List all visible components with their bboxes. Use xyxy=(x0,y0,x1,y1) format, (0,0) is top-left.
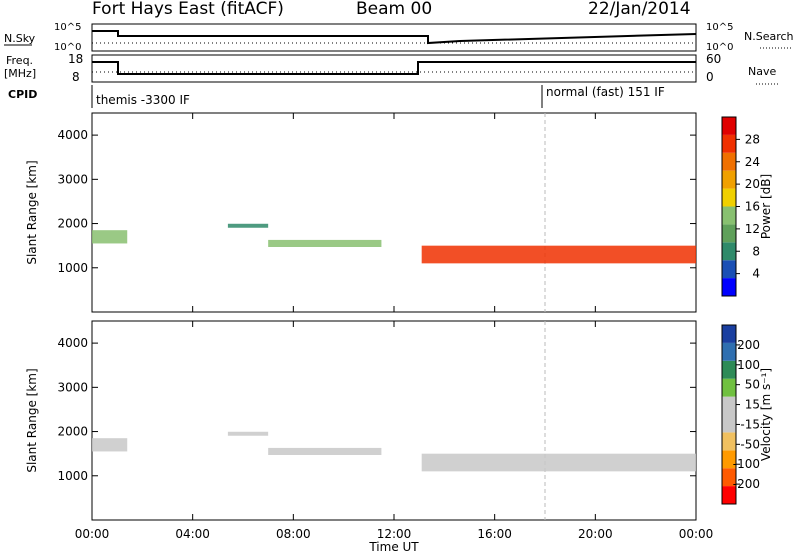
velocity-colorbar-frame xyxy=(721,324,737,505)
power-colorbar-tick-label: 8 xyxy=(752,244,760,258)
power-echo-band xyxy=(227,223,269,228)
velocity-panel: 1000 2000 3000 4000 Slant Range [km] 00:00 04:… xyxy=(25,320,773,541)
power-panel: 1000 2000 3000 4000 Slant Range [km] 4 8 12 16 20… xyxy=(25,112,773,313)
freq-unit-label: [MHz] xyxy=(4,67,36,80)
velocity-colorbar-swatch xyxy=(722,342,736,361)
velocity-xtick-label: 00:00 xyxy=(679,527,714,541)
nsky-label: N.Sky xyxy=(4,32,36,45)
velocity-xtick-label: 00:00 xyxy=(75,527,110,541)
velocity-echo-band xyxy=(227,431,269,436)
beam-title: Beam 00 xyxy=(356,0,432,19)
power-colorbar-swatch xyxy=(722,242,736,261)
power-colorbar-swatch xyxy=(722,206,736,225)
velocity-colorbar-tick-label: -50 xyxy=(740,437,760,451)
power-colorbar-tick-label: 24 xyxy=(745,155,760,169)
velocity-colorbar-swatch xyxy=(722,396,736,415)
power-colorbar-swatch xyxy=(722,260,736,279)
velocity-plot-frame xyxy=(91,320,697,521)
nsky-strip-frame xyxy=(91,23,697,52)
power-colorbar-swatch xyxy=(722,117,736,135)
station-title: Fort Hays East (fitACF) xyxy=(92,0,284,19)
velocity-echo-band xyxy=(268,447,382,455)
velocity-ylabel: Slant Range [km] xyxy=(25,368,39,472)
x-axis-label: Time UT xyxy=(368,540,419,554)
freq-strip-frame xyxy=(91,54,697,83)
velocity-colorbar-tick-label: -100 xyxy=(733,457,760,471)
power-colorbar-tick-label: 4 xyxy=(752,267,760,281)
velocity-colorbar-label: Velocity [m s⁻¹] xyxy=(759,368,773,461)
power-colorbar-tick-label: 16 xyxy=(745,200,760,214)
velocity-colorbar-swatch xyxy=(722,325,736,343)
nsky-tick-top: 10^5 xyxy=(54,22,81,33)
velocity-colorbar-swatch xyxy=(722,432,736,451)
power-echo-band xyxy=(421,245,696,264)
power-colorbar-swatch xyxy=(722,278,736,296)
power-colorbar-swatch xyxy=(722,134,736,153)
velocity-ytick-label: 1000 xyxy=(57,469,88,483)
velocity-colorbar-swatch xyxy=(722,486,736,504)
velocity-colorbar-swatch xyxy=(722,450,736,469)
nsearch-tick-bottom: 10^0 xyxy=(706,42,733,53)
velocity-xtick-label: 12:00 xyxy=(377,527,412,541)
nave-tick-bottom: 0 xyxy=(706,70,714,84)
velocity-echo-band xyxy=(92,438,128,452)
power-colorbar-tick-label: 28 xyxy=(745,132,760,146)
freq-line xyxy=(92,61,696,75)
power-ytick-label: 4000 xyxy=(57,128,88,142)
velocity-xtick-label: 20:00 xyxy=(578,527,613,541)
cpid-label: CPID xyxy=(8,88,37,101)
velocity-colorbar-tick-label: 200 xyxy=(737,338,760,352)
power-colorbar-tick-label: 20 xyxy=(745,177,760,191)
power-ytick-label: 2000 xyxy=(57,217,88,231)
date-title: 22/Jan/2014 xyxy=(588,0,691,19)
velocity-colorbar-swatch xyxy=(722,378,736,397)
nsky-tick-bottom: 10^0 xyxy=(54,42,81,53)
power-colorbar-swatch xyxy=(722,170,736,189)
velocity-colorbar-tick-label: -200 xyxy=(733,477,760,491)
velocity-colorbar-swatch xyxy=(722,414,736,433)
velocity-colorbar-swatch xyxy=(722,360,736,379)
velocity-colorbar-tick-label: 100 xyxy=(737,358,760,372)
velocity-colorbar-swatch xyxy=(722,468,736,487)
power-plot-frame xyxy=(91,112,697,313)
velocity-colorbar-tick-label: 15 xyxy=(745,398,760,412)
velocity-xtick-label: 16:00 xyxy=(477,527,512,541)
power-echo-band xyxy=(92,230,128,244)
nsearch-tick-top: 10^5 xyxy=(706,22,733,33)
power-colorbar-swatch xyxy=(722,152,736,171)
freq-tick-bottom: 8 xyxy=(72,70,80,84)
power-colorbar-swatch xyxy=(722,188,736,207)
power-echo-band xyxy=(268,239,382,247)
power-ytick-label: 3000 xyxy=(57,172,88,186)
power-ytick-label: 1000 xyxy=(57,261,88,275)
velocity-ytick-label: 3000 xyxy=(57,380,88,394)
velocity-echo-band xyxy=(421,453,696,472)
power-colorbar-tick-label: 12 xyxy=(745,222,760,236)
velocity-xtick-label: 04:00 xyxy=(175,527,210,541)
cpid-right-text: normal (fast) 151 IF xyxy=(546,85,665,99)
freq-label: Freq. xyxy=(6,54,33,67)
nave-tick-top: 60 xyxy=(706,52,721,66)
velocity-ytick-label: 2000 xyxy=(57,425,88,439)
nsky-line xyxy=(92,30,697,45)
power-colorbar-swatch xyxy=(722,224,736,243)
velocity-ytick-label: 4000 xyxy=(57,336,88,350)
nsearch-label: N.Search xyxy=(744,30,794,43)
freq-tick-top: 18 xyxy=(68,52,83,66)
cpid-left-text: themis -3300 IF xyxy=(96,93,190,107)
velocity-colorbar-tick-label: -15 xyxy=(740,417,760,431)
velocity-xtick-label: 08:00 xyxy=(276,527,311,541)
nave-label: Nave xyxy=(748,65,776,78)
velocity-colorbar-tick-label: 50 xyxy=(745,378,760,392)
power-ylabel: Slant Range [km] xyxy=(25,160,39,264)
power-colorbar-label: Power [dB] xyxy=(759,174,773,239)
